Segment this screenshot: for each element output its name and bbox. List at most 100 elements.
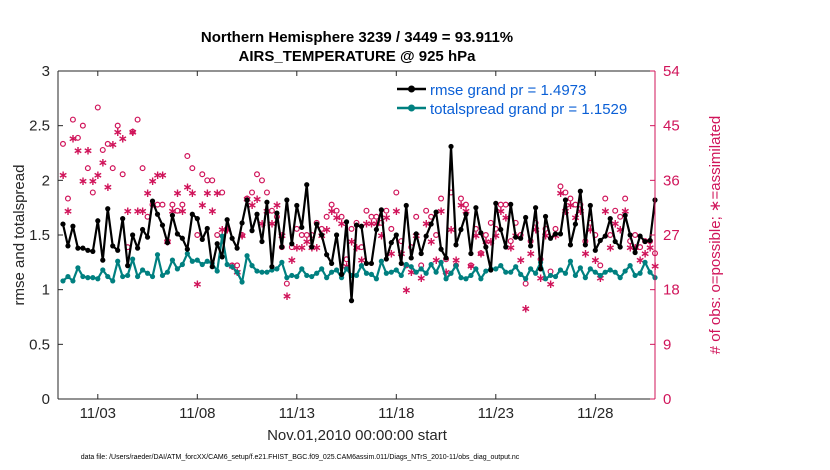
obs-possible-marker: [79, 122, 86, 129]
spread-point: [334, 267, 340, 273]
spread-point: [528, 266, 534, 272]
y-tick-label: 0.5: [29, 336, 50, 353]
obs-assimilated-marker: ∗: [416, 271, 426, 285]
spread-point: [75, 265, 81, 271]
obs-assimilated-marker: ∗: [297, 241, 307, 255]
obs-assimilated-marker: ∗: [506, 241, 516, 255]
obs-assimilated-marker: ∗: [157, 168, 167, 182]
obs-possible-marker: [388, 225, 395, 232]
spread-point: [448, 270, 454, 276]
spread-point: [120, 273, 126, 280]
spread-point: [214, 268, 220, 274]
obs-assimilated-marker: ∗: [172, 186, 182, 200]
rmse-point: [478, 230, 484, 236]
obs-assimilated-marker: ∗: [282, 289, 292, 303]
obs-possible-marker: [617, 213, 624, 220]
obs-possible-marker: [89, 189, 96, 196]
rmse-point: [254, 211, 260, 217]
obs-assimilated-marker: ∗: [615, 222, 625, 236]
rmse-point: [294, 202, 300, 209]
obs-assimilated-marker: ∗: [366, 216, 376, 230]
rmse-point: [179, 235, 185, 241]
spread-point: [403, 261, 409, 268]
obs-possible-marker: [254, 171, 261, 178]
legend-rmse-label: rmse grand pr = 1.4973: [430, 82, 586, 99]
obs-assimilated-marker: ∗: [143, 186, 153, 200]
obs-assimilated-marker: ∗: [128, 125, 138, 139]
obs-possible-marker: [328, 201, 335, 208]
obs-possible-marker: [597, 262, 604, 269]
spread-point: [319, 266, 325, 272]
obs-assimilated-marker: ∗: [312, 241, 322, 255]
rmse-point: [622, 212, 628, 218]
obs-possible-marker: [219, 189, 226, 196]
obs-assimilated-marker: ∗: [73, 143, 83, 157]
spread-point: [95, 276, 101, 282]
rmse-point: [408, 255, 414, 261]
obs-possible-marker: [159, 201, 166, 208]
spread-point: [468, 272, 474, 279]
rmse-point: [139, 226, 146, 233]
rmse-point: [448, 143, 454, 150]
spread-point: [622, 268, 628, 274]
spread-point: [353, 272, 360, 279]
rmse-point: [329, 260, 335, 267]
rmse-point: [159, 222, 166, 228]
x-axis-label: Nov.01,2010 00:00:00 start: [267, 427, 448, 444]
rmse-point: [100, 257, 106, 263]
rmse-point: [130, 232, 136, 238]
obs-assimilated-marker: ∗: [376, 229, 386, 243]
obs-possible-marker: [129, 128, 136, 135]
rmse-point: [264, 199, 270, 205]
obs-possible-marker: [69, 116, 76, 123]
spread-point: [90, 275, 96, 281]
spread-point: [85, 275, 91, 281]
rmse-point: [324, 252, 330, 258]
obs-possible-marker: [423, 207, 430, 214]
spread-point: [289, 272, 295, 279]
spread-point: [199, 261, 205, 268]
obs-possible-marker: [263, 189, 270, 196]
spread-point: [184, 250, 190, 257]
spread-point: [627, 263, 633, 269]
rmse-point: [533, 205, 539, 211]
obs-assimilated-marker: ∗: [103, 180, 113, 194]
obs-assimilated-marker: ∗: [590, 253, 600, 267]
rmse-point: [398, 260, 404, 267]
spread-point: [498, 263, 504, 269]
obs-possible-marker: [363, 207, 370, 214]
obs-assimilated-marker: ∗: [645, 241, 655, 255]
obs-assimilated-marker: ∗: [267, 216, 277, 230]
rmse-point: [289, 241, 295, 247]
tick-labels: 11/03 11/08 11/13 11/18 11/23 11/28 0 0.5 1 1.5 2 2…: [29, 63, 680, 422]
rmse-point: [284, 197, 290, 203]
obs-assimilated-marker: ∗: [346, 235, 356, 249]
rmse-point: [154, 211, 161, 217]
spread-point: [632, 272, 638, 279]
obs-assimilated-marker: ∗: [401, 283, 411, 297]
spread-point: [144, 270, 151, 276]
obs-possible-marker: [333, 207, 340, 214]
spread-point: [279, 259, 285, 265]
rmse-point: [348, 298, 355, 304]
x-tick-label: 11/28: [577, 405, 613, 422]
rmse-point: [378, 207, 384, 213]
obs-possible-marker: [199, 171, 206, 178]
rmse-point: [537, 266, 544, 272]
obs-assimilated-marker: ∗: [83, 143, 93, 157]
rmse-point: [214, 241, 220, 247]
obs-assimilated-marker: ∗: [78, 174, 88, 188]
spread-point: [358, 263, 365, 269]
rmse-point: [174, 231, 180, 237]
obs-possible-marker: [84, 165, 91, 172]
rmse-series: [60, 143, 658, 304]
obs-possible-marker: [562, 189, 569, 196]
obs-assimilated-marker: ∗: [426, 235, 436, 249]
rmse-point: [105, 206, 111, 212]
obs-assimilated-marker: ∗: [361, 216, 371, 230]
obs-assimilated-marker: ∗: [58, 168, 68, 182]
rmse-point: [637, 233, 643, 239]
obs-assimilated-marker: ∗: [496, 204, 506, 218]
obs-assimilated-marker: ∗: [247, 198, 257, 212]
spread-point: [343, 266, 350, 272]
